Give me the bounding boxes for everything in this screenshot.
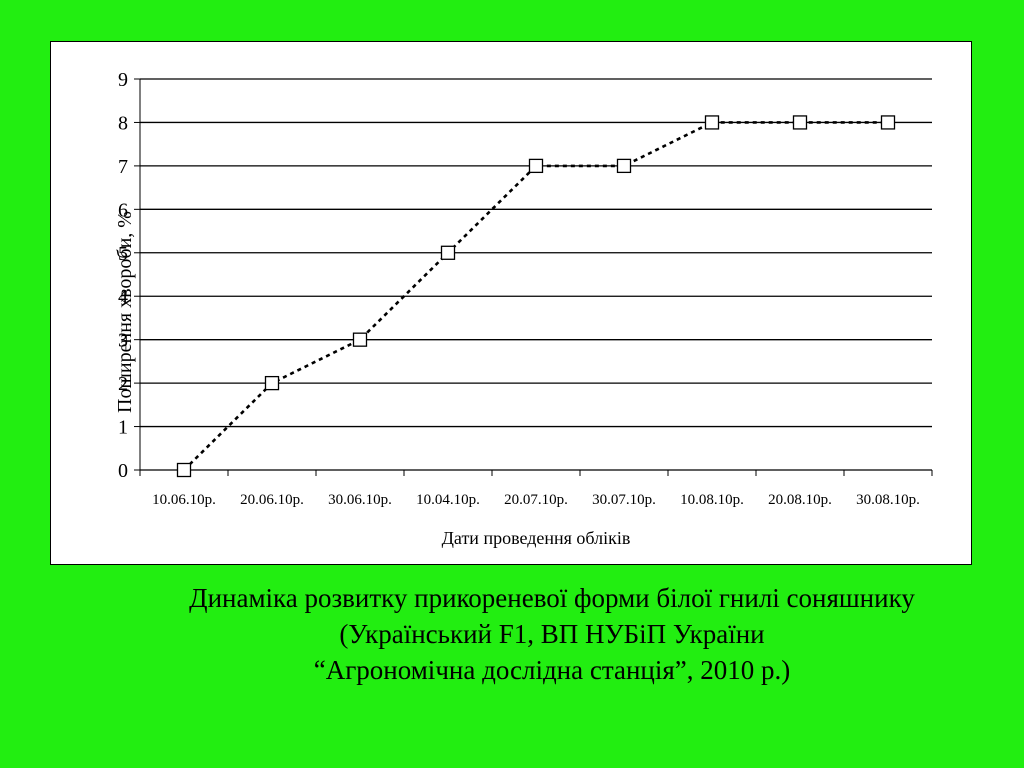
x-axis-label: Дати проведення обліків xyxy=(442,528,631,548)
x-tick-label: 20.06.10р. xyxy=(240,492,304,508)
series-line xyxy=(183,121,888,471)
x-tick-label: 10.08.10р. xyxy=(680,492,744,508)
y-tick-labels: 0 1 2 3 4 5 6 7 8 9 xyxy=(118,69,128,482)
axes xyxy=(134,78,933,476)
x-tick-label: 30.08.10р. xyxy=(856,492,920,508)
data-point-marker xyxy=(880,115,896,130)
x-tick-label: 20.08.10р. xyxy=(768,492,832,508)
x-tick-label: 20.07.10р. xyxy=(504,492,568,508)
data-point-marker xyxy=(264,375,280,391)
y-tick-label: 5 xyxy=(118,243,128,265)
y-tick-label: 7 xyxy=(118,156,128,178)
data-point-marker xyxy=(440,245,456,260)
x-tick-label: 30.07.10р. xyxy=(592,492,656,508)
x-tick-label: 10.06.10р. xyxy=(152,492,216,508)
chart-caption: Динаміка розвитку прикореневої форми біл… xyxy=(40,580,1024,688)
data-point-marker xyxy=(704,115,720,130)
data-point-marker xyxy=(352,332,368,347)
data-point-marker xyxy=(792,115,808,130)
x-tick-label: 10.04.10р. xyxy=(416,492,480,508)
y-tick-label: 2 xyxy=(118,373,128,395)
y-tick-label: 6 xyxy=(118,199,128,221)
data-point-marker xyxy=(528,158,544,174)
x-tick-labels: 10.06.10р. 20.06.10р. 30.06.10р. 10.04.10р.… xyxy=(152,492,920,508)
data-series xyxy=(176,115,896,478)
y-tick-label: 8 xyxy=(118,112,128,134)
y-tick-label: 9 xyxy=(118,69,128,91)
y-tick-label: 1 xyxy=(118,417,128,439)
gridlines xyxy=(140,78,932,428)
y-tick-label: 0 xyxy=(118,460,128,482)
caption-line-2: (Український F1, ВП НУБіП України xyxy=(339,619,765,649)
line-chart: 0 1 2 3 4 5 6 7 8 9 10.06.10р. 20.06.10р. 30.06.10р… xyxy=(114,69,933,548)
y-tick-label: 4 xyxy=(118,286,128,308)
chart-panel: 0 1 2 3 4 5 6 7 8 9 10.06.10р. 20.06.10р. 30.06.10р… xyxy=(50,41,972,565)
caption-line-3: “Агрономічна дослідна станція”, 2010 р.) xyxy=(313,655,791,685)
data-point-marker xyxy=(176,462,192,478)
data-point-marker xyxy=(616,158,632,174)
x-tick-label: 30.06.10р. xyxy=(328,492,392,508)
caption-line-1: Динаміка розвитку прикореневої форми біл… xyxy=(189,583,915,613)
y-axis-label: Поширення хвороби, % xyxy=(114,211,136,413)
y-tick-label: 3 xyxy=(118,330,128,352)
